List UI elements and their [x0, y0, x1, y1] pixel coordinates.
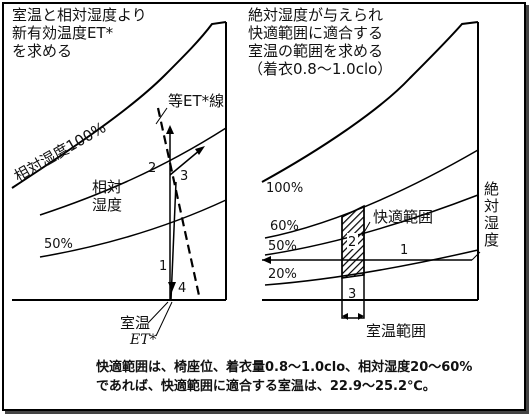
axis-room-temp: 室温 [120, 314, 150, 332]
arrow-right [195, 146, 205, 155]
comfort-label: 快適範囲 [373, 208, 433, 226]
rh50-label: 50% [44, 237, 73, 252]
rh-word-2: 湿度 [92, 196, 122, 214]
step-2: 2 [148, 161, 156, 176]
right-rh100-curve [261, 21, 479, 183]
right-chart: 絶対湿度が与えられ 快適範囲に適合する 室温の範囲を求める （着衣0.8～1.0… [248, 6, 499, 340]
arrow-up [166, 125, 174, 134]
figure-frame [2, 2, 526, 411]
room-temp-range-bracket [341, 312, 365, 319]
caption-line-2: であれば、快適範囲に適合する室温は、22.9～25.2℃。 [96, 379, 436, 394]
step-1: 1 [159, 259, 167, 274]
left-chart: 室温と相対湿度より 新有効温度ET* を求める 等ET*線 相対湿度100% 相… [11, 6, 227, 348]
comfort-pointer [361, 221, 371, 237]
et-equal-line [156, 107, 202, 301]
step-3: 3 [180, 169, 188, 184]
step-4: 4 [178, 281, 186, 296]
rh60-label: 60% [270, 219, 299, 234]
arrow-down [168, 282, 176, 292]
bracket-arrow-right [358, 313, 364, 320]
left-title-line-1: 室温と相対湿度より [12, 6, 147, 24]
arrow-left [262, 256, 271, 264]
axis-et: ET* [129, 332, 157, 348]
right-title-line-1: 絶対湿度が与えられ [248, 6, 383, 24]
abs-hum-pointer [471, 251, 481, 261]
et-label-pointer [155, 107, 168, 125]
et-line-label: 等ET*線 [168, 92, 224, 110]
bracket-arrow-left [342, 313, 348, 320]
left-rh-mid-curve [39, 127, 227, 216]
rh20-curve [264, 249, 479, 286]
left-rh50-curve [39, 199, 227, 258]
rh20-label: 20% [268, 267, 297, 282]
abs-hum-4: 度 [484, 231, 499, 249]
rh-word-1: 相対 [92, 178, 122, 196]
rh50-curve-right [264, 194, 479, 256]
abs-hum-3: 湿 [484, 214, 499, 232]
caption: 快適範囲は、椅座位、着衣量0.8～1.0clo、相対湿度20～60% であれば、… [96, 358, 526, 396]
axis-pointer-2 [155, 301, 173, 337]
right-step-1: 1 [400, 243, 408, 258]
abs-hum-2: 対 [484, 197, 499, 215]
rh60-curve [264, 149, 479, 239]
right-title-line-2: 快適範囲に適合する [248, 24, 383, 42]
left-rh100-curve [11, 21, 227, 189]
rh50-right-label: 50% [268, 239, 297, 254]
left-title-line-3: を求める [12, 42, 72, 60]
caption-line-1: 快適範囲は、椅座位、着衣量0.8～1.0clo、相対湿度20～60% [96, 360, 473, 375]
right-title-line-4: （着衣0.8～1.0clo） [248, 60, 392, 78]
right-step-2: 2 [348, 235, 356, 250]
abs-hum-1: 絶 [484, 180, 499, 198]
label-2-bg [347, 233, 358, 249]
left-title-line-2: 新有効温度ET* [12, 24, 114, 42]
step-line-2 [169, 149, 201, 176]
right-step-3: 3 [348, 287, 356, 302]
axis-pointer-1 [147, 301, 169, 324]
step-line-4 [170, 181, 177, 301]
rh100-label: 相対湿度100% [11, 118, 109, 185]
rh100-right-label: 100% [266, 181, 303, 196]
right-title-line-3: 室温の範囲を求める [248, 42, 383, 60]
room-temp-range-label: 室温範囲 [366, 322, 426, 340]
